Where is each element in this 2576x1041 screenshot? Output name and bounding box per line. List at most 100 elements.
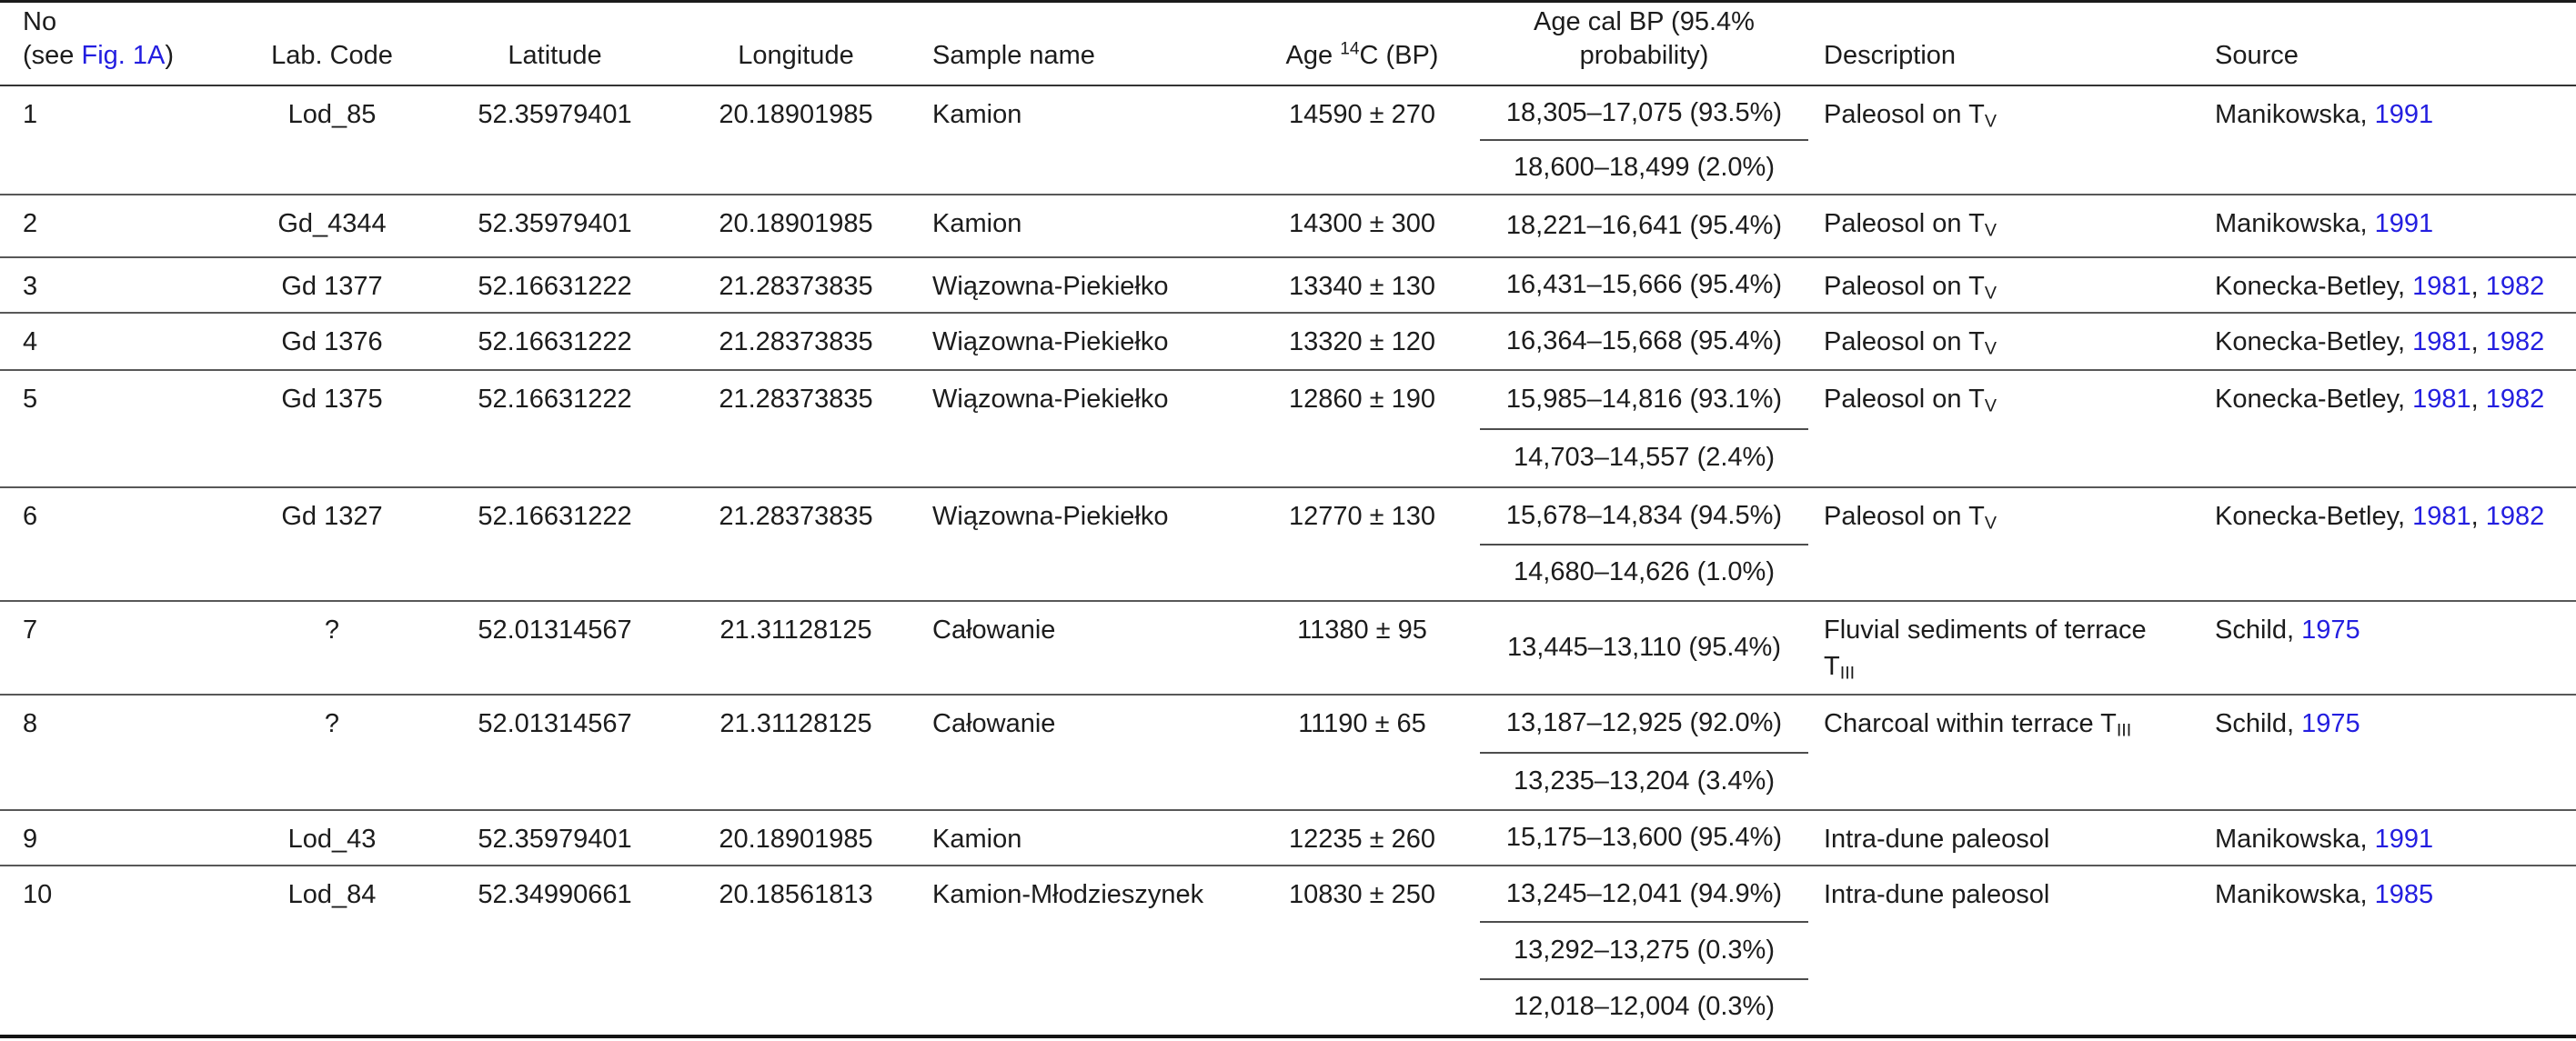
source-cell: Manikowska, 1985 <box>2215 880 2434 909</box>
lab-code-cell: Gd_4344 <box>277 209 387 238</box>
source-cell: Konecka-Betley, 1981, 1982 <box>2215 327 2545 356</box>
no-cell: 3 <box>23 272 38 301</box>
cal-bp-cell: 13,245–12,041 (94.9%) 13,292–13,275 (0.3… <box>1469 866 1819 1035</box>
longitude-cell: 21.28373835 <box>719 327 873 356</box>
no-cell: 2 <box>23 209 38 238</box>
cal-subrow-divider <box>1480 751 1808 754</box>
source-year-link[interactable]: 1981 <box>2412 385 2471 414</box>
source-year-link[interactable]: 1985 <box>2374 880 2434 909</box>
description-cell: Paleosol on TV <box>1824 100 1997 132</box>
col-header-longitude: Longitude <box>738 41 854 70</box>
table-row: 9 Lod_43 52.35979401 20.18901985 Kamion … <box>0 811 2576 866</box>
no-cell: 6 <box>23 502 38 531</box>
lab-code-cell: Gd 1375 <box>281 385 383 414</box>
sample-name-cell: Kamion <box>932 100 1022 129</box>
source-cell: Manikowska, 1991 <box>2215 100 2434 129</box>
cal-subrow-divider <box>1480 543 1808 546</box>
cal-range: 13,235–13,204 (3.4%) <box>1514 766 1775 796</box>
col-header-age-14c: Age 14C (BP) <box>1255 3 1469 85</box>
cal-bp-cell: 16,431–15,666 (95.4%) <box>1469 258 1819 312</box>
age-cell: 10830 ± 250 <box>1288 880 1436 909</box>
sample-name-cell: Kamion <box>932 825 1022 854</box>
sample-name-cell: Wiązowna-Piekiełko <box>932 502 1169 531</box>
source-year-link[interactable]: 1991 <box>2374 825 2434 854</box>
terrace-subscript: V <box>1984 220 1997 241</box>
lab-code-cell: Gd 1327 <box>281 502 383 531</box>
age-cell: 13340 ± 130 <box>1288 272 1436 301</box>
source-year-link[interactable]: 1981 <box>2412 272 2471 301</box>
cal-range: 15,678–14,834 (94.5%) <box>1505 500 1783 530</box>
no-cell: 9 <box>23 825 38 854</box>
source-cell: Manikowska, 1991 <box>2215 825 2434 854</box>
cal-range: 15,175–13,600 (95.4%) <box>1505 823 1783 852</box>
longitude-cell: 20.18561813 <box>719 880 873 909</box>
terrace-subscript: III <box>1839 663 1856 684</box>
cal-bp-cell: 18,221–16,641 (95.4%) <box>1469 195 1819 256</box>
source-year-link[interactable]: 1982 <box>2485 272 2545 301</box>
description-cell: Charcoal within terrace TIII <box>1824 709 2132 741</box>
cal-subrow-divider <box>1480 977 1808 980</box>
lab-code-cell: Lod_85 <box>287 100 377 129</box>
latitude-cell: 52.35979401 <box>478 100 632 129</box>
lab-code-cell: Gd 1376 <box>281 327 383 356</box>
terrace-subscript: III <box>2116 720 2132 741</box>
cal-range: 18,305–17,075 (93.5%) <box>1505 97 1783 127</box>
source-year-link[interactable]: 1981 <box>2412 502 2471 531</box>
source-year-link[interactable]: 1982 <box>2485 502 2545 531</box>
terrace-subscript: V <box>1984 111 1997 132</box>
col-header-age-cal-bp: Age cal BP (95.4% probability) <box>1534 7 1755 70</box>
age-cell: 13320 ± 120 <box>1288 327 1436 356</box>
terrace-subscript: V <box>1984 283 1997 304</box>
cal-subrow-divider <box>1480 921 1808 924</box>
terrace-subscript: V <box>1984 513 1997 534</box>
age-cell: 11380 ± 95 <box>1297 616 1427 645</box>
source-year-link[interactable]: 1991 <box>2374 100 2434 129</box>
cal-bp-cell: 15,678–14,834 (94.5%) 14,680–14,626 (1.0… <box>1469 488 1819 600</box>
source-year-link[interactable]: 1975 <box>2301 709 2360 738</box>
no-cell: 10 <box>23 880 53 909</box>
age-cell: 12860 ± 190 <box>1288 385 1436 414</box>
latitude-cell: 52.01314567 <box>478 616 632 645</box>
cal-range: 16,364–15,668 (95.4%) <box>1505 326 1783 355</box>
cal-range: 13,445–13,110 (95.4%) <box>1507 633 1781 662</box>
table-row: 7 ? 52.01314567 21.31128125 Całowanie 11… <box>0 602 2576 696</box>
table-row: 10 Lod_84 52.34990661 20.18561813 Kamion… <box>0 866 2576 1038</box>
sample-name-cell: Całowanie <box>932 616 1056 645</box>
description-cell: Paleosol on TV <box>1824 272 1997 304</box>
sample-name-cell: Kamion-Młodzieszynek <box>932 880 1204 909</box>
cal-range: 13,187–12,925 (92.0%) <box>1505 708 1783 738</box>
longitude-cell: 21.28373835 <box>719 385 873 414</box>
col-header-no: No (see Fig. 1A) <box>0 3 227 85</box>
longitude-cell: 21.31128125 <box>719 709 872 738</box>
longitude-cell: 21.28373835 <box>719 272 873 301</box>
fig-1a-link[interactable]: Fig. 1A <box>81 41 166 70</box>
col-header-source: Source <box>2215 41 2299 70</box>
sample-name-cell: Wiązowna-Piekiełko <box>932 327 1169 356</box>
source-year-link[interactable]: 1975 <box>2301 616 2360 645</box>
sample-name-cell: Wiązowna-Piekiełko <box>932 272 1169 301</box>
cal-bp-cell: 15,985–14,816 (93.1%) 14,703–14,557 (2.4… <box>1469 371 1819 486</box>
cal-range: 12,018–12,004 (0.3%) <box>1514 992 1775 1022</box>
table-row: 3 Gd 1377 52.16631222 21.28373835 Wiązow… <box>0 258 2576 314</box>
table-header-row: No (see Fig. 1A) Lab. Code Latitude Long… <box>0 0 2576 86</box>
lab-code-cell: Lod_43 <box>287 825 377 854</box>
cal-subrow-divider <box>1480 139 1808 141</box>
source-year-link[interactable]: 1982 <box>2485 327 2545 356</box>
description-cell: Paleosol on TV <box>1824 502 1997 534</box>
source-cell: Manikowska, 1991 <box>2215 209 2434 238</box>
table-row: 4 Gd 1376 52.16631222 21.28373835 Wiązow… <box>0 314 2576 371</box>
age-cell: 12235 ± 260 <box>1288 825 1436 854</box>
source-year-link[interactable]: 1982 <box>2485 385 2545 414</box>
table-row: 1 Lod_85 52.35979401 20.18901985 Kamion … <box>0 86 2576 195</box>
cal-range: 14,703–14,557 (2.4%) <box>1514 443 1775 473</box>
no-cell: 8 <box>23 709 38 738</box>
no-cell: 4 <box>23 327 38 356</box>
source-year-link[interactable]: 1981 <box>2412 327 2471 356</box>
cal-range: 13,245–12,041 (94.9%) <box>1505 878 1783 908</box>
cal-range: 15,985–14,816 (93.1%) <box>1505 384 1783 414</box>
header-no-line1: No <box>23 7 57 36</box>
source-year-link[interactable]: 1991 <box>2374 209 2434 238</box>
header-age-14c: Age 14C (BP) <box>1285 39 1439 70</box>
source-cell: Konecka-Betley, 1981, 1982 <box>2215 385 2545 414</box>
